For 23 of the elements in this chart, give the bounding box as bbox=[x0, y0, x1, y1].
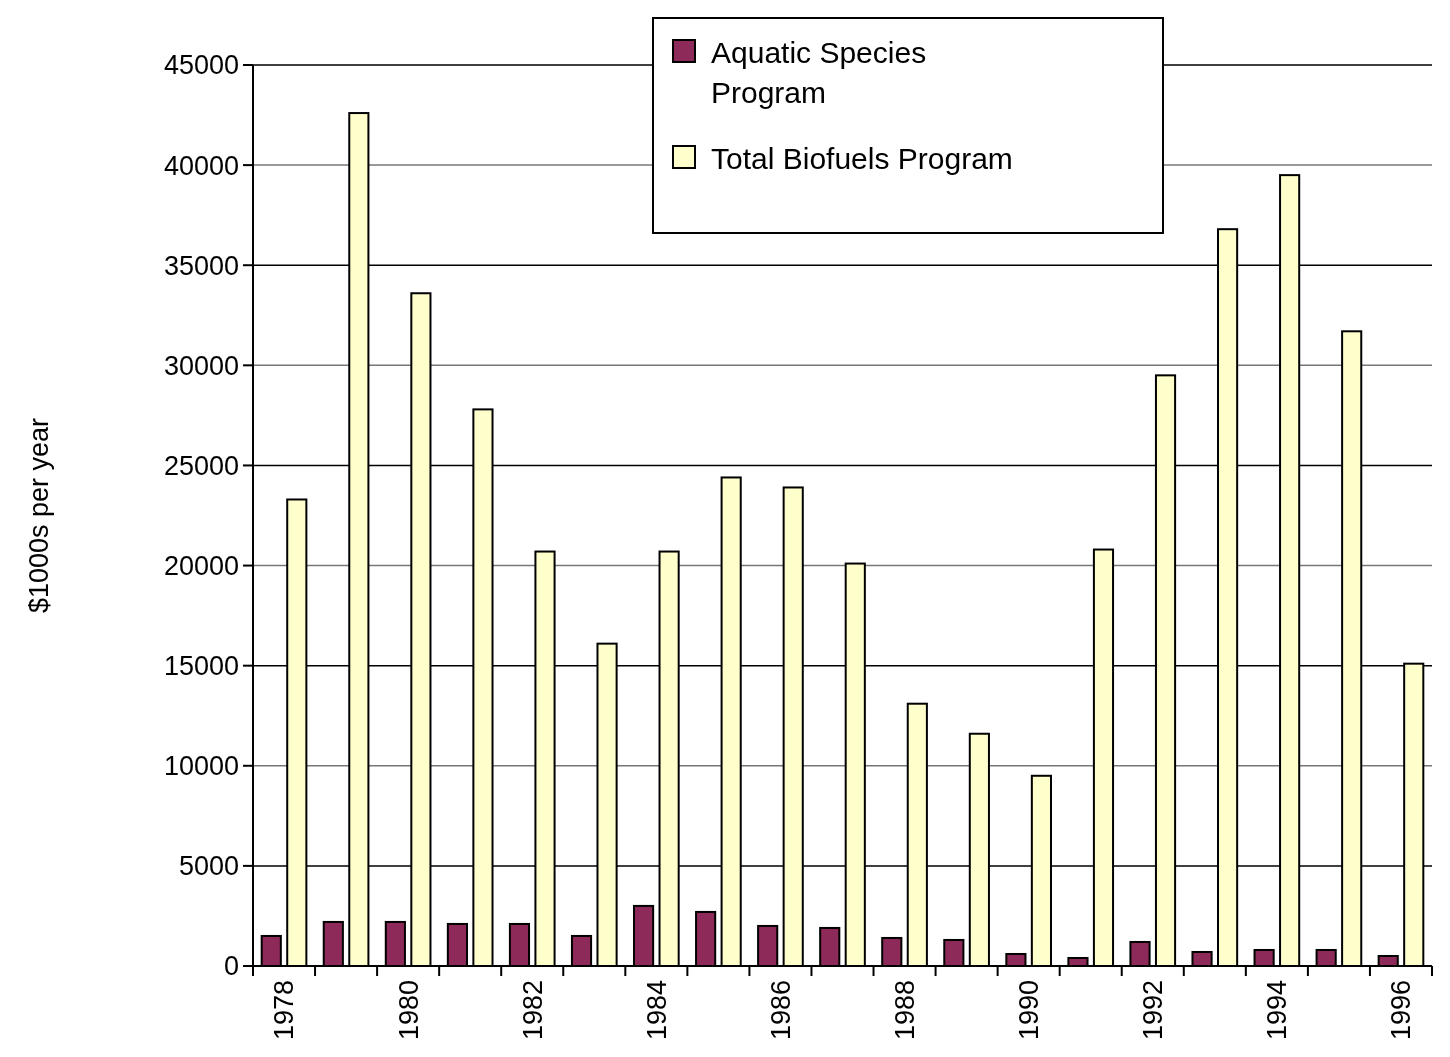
y-axis-title: $1000s per year bbox=[24, 417, 54, 614]
x-tick-label: 1984 bbox=[641, 980, 672, 1041]
y-tick-label: 0 bbox=[223, 951, 239, 982]
x-tick-label: 1988 bbox=[890, 980, 920, 1041]
x-tick-label: 1980 bbox=[393, 980, 424, 1041]
x-tick-label: 1982 bbox=[517, 980, 548, 1041]
x-tick-label: 1996 bbox=[1386, 980, 1417, 1041]
y-tick-label: 5000 bbox=[178, 851, 239, 882]
x-tick-label: 1986 bbox=[765, 980, 796, 1041]
x-tick-label: 1994 bbox=[1262, 980, 1293, 1041]
y-tick-label: 25000 bbox=[163, 450, 239, 481]
y-tick-label: 10000 bbox=[163, 751, 239, 782]
y-tick-label: 35000 bbox=[163, 250, 239, 281]
legend-label: Aquatic Species Program bbox=[711, 35, 927, 109]
legend-label: Total Biofuels Program bbox=[711, 141, 1013, 175]
x-tick-label: 1990 bbox=[1014, 980, 1045, 1041]
x-tick-label: 1992 bbox=[1138, 980, 1169, 1041]
x-tick-label: 1978 bbox=[269, 980, 300, 1041]
y-tick-label: 15000 bbox=[163, 651, 239, 682]
y-tick-label: 40000 bbox=[163, 150, 239, 181]
y-tick-label: 45000 bbox=[163, 50, 239, 81]
y-tick-label: 30000 bbox=[163, 350, 239, 381]
y-tick-label: 20000 bbox=[163, 551, 239, 582]
